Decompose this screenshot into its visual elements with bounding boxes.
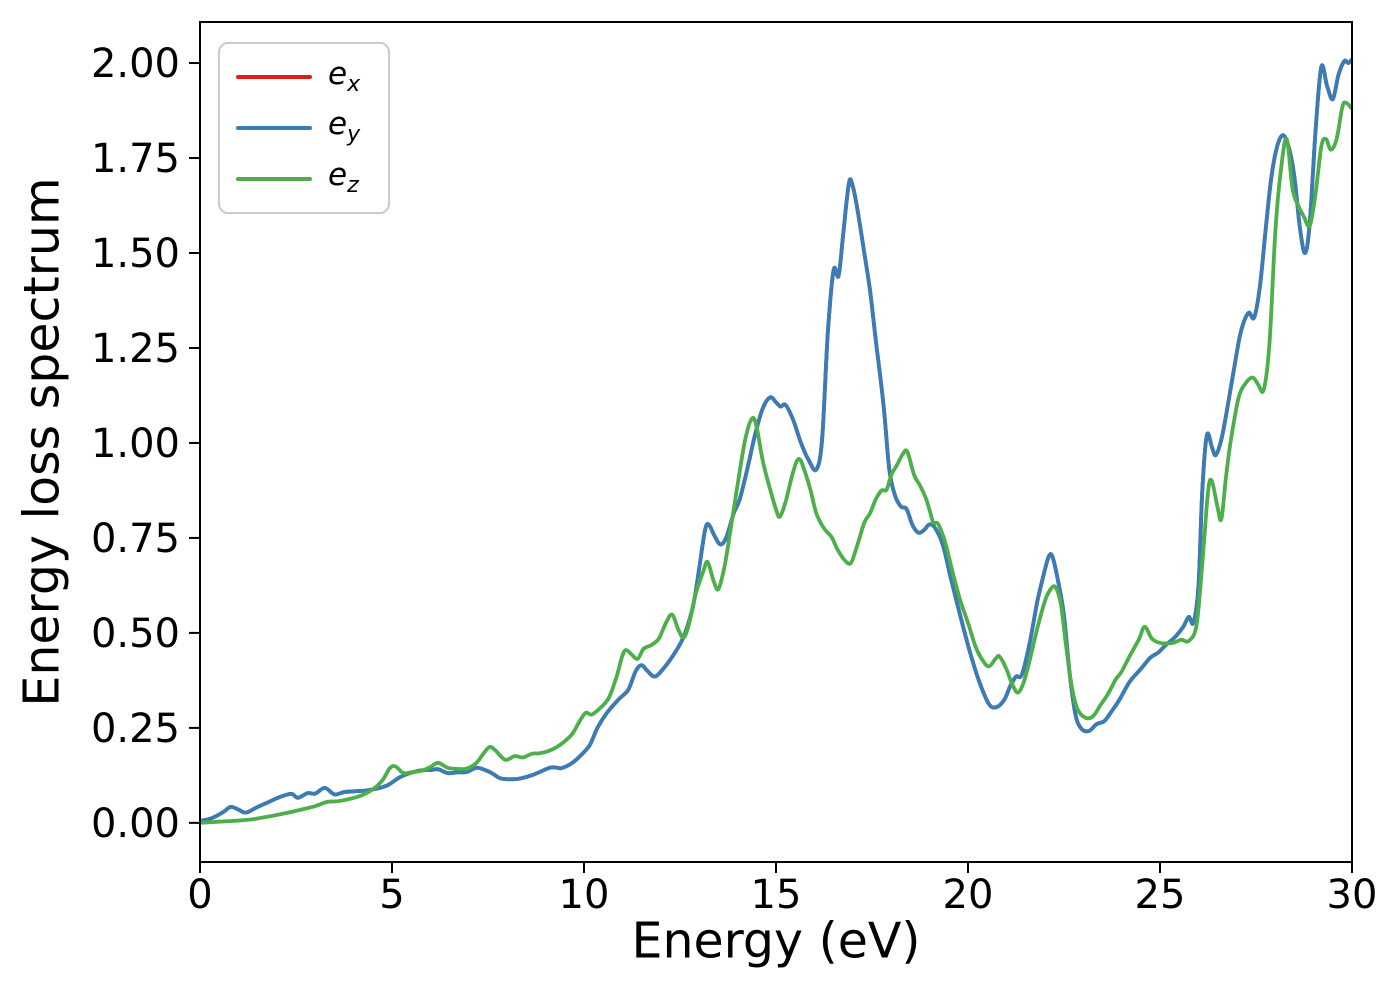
legend-label-ey-sub: y bbox=[347, 122, 361, 148]
y-tick-label: 1.25 bbox=[91, 326, 180, 372]
x-axis-label: Energy (eV) bbox=[631, 912, 921, 970]
axis-ticks bbox=[189, 62, 1353, 873]
y-axis-label: Energy loss spectrum bbox=[13, 177, 71, 707]
legend-entry-ey: ey bbox=[236, 109, 372, 146]
tick-labels: 0 5 10 15 20 25 30 0.00 0.25 0.50 0.75 1.00 1.25 1.50… bbox=[91, 41, 1378, 918]
x-tick-label: 30 bbox=[1327, 872, 1378, 918]
y-tick-label: 0.50 bbox=[91, 611, 180, 657]
legend-label-ex-symbol: e bbox=[328, 55, 348, 92]
x-tick-label: 0 bbox=[187, 872, 212, 918]
axes-spines bbox=[199, 21, 1353, 863]
legend-label-ex: ex bbox=[328, 55, 361, 97]
legend-label-ey: ey bbox=[328, 109, 360, 146]
x-tick-label: 25 bbox=[1135, 872, 1186, 918]
y-tick-label: 2.00 bbox=[91, 41, 180, 87]
series-line-e_z bbox=[200, 100, 1352, 825]
y-tick-label: 0.25 bbox=[91, 706, 180, 752]
legend-swatch-ex bbox=[236, 75, 312, 80]
y-tick-label: 0.00 bbox=[91, 801, 180, 847]
legend-entry-ex: ex bbox=[236, 55, 372, 97]
legend-label-ex-sub: x bbox=[347, 71, 361, 97]
y-tick-label: 1.50 bbox=[91, 231, 180, 277]
x-tick-label: 15 bbox=[751, 872, 802, 918]
y-tick-label: 0.75 bbox=[91, 516, 180, 562]
x-tick-label: 20 bbox=[943, 872, 994, 918]
legend-swatch-ez bbox=[236, 176, 312, 181]
legend-label-ez-symbol: e bbox=[328, 157, 348, 194]
legend-swatch-ey bbox=[236, 125, 312, 130]
legend-label-ez-sub: z bbox=[347, 173, 359, 199]
series-line-e_y bbox=[200, 57, 1352, 823]
x-tick-label: 10 bbox=[559, 872, 610, 918]
legend-entry-ez: ez bbox=[236, 160, 372, 197]
legend: ex ey ez bbox=[218, 42, 390, 214]
legend-label-ez: ez bbox=[328, 160, 359, 197]
x-tick-label: 5 bbox=[379, 872, 404, 918]
legend-label-ey-symbol: e bbox=[328, 106, 348, 143]
y-tick-label: 1.00 bbox=[91, 421, 180, 467]
series-group bbox=[200, 57, 1352, 825]
y-tick-label: 1.75 bbox=[91, 136, 180, 182]
